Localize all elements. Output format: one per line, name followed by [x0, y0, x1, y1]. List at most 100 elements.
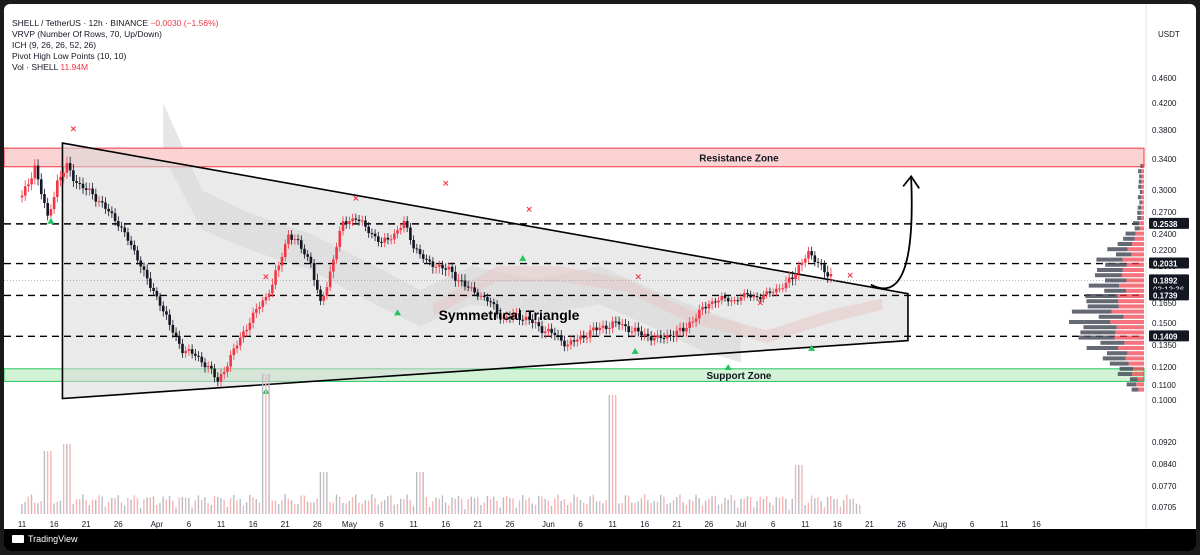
volume-bar: [528, 497, 530, 514]
candle-body: [505, 316, 509, 318]
volume-profile-bar: [1132, 242, 1144, 246]
candle-body: [444, 268, 448, 270]
volume-bar: [647, 500, 649, 514]
pivot-low-marker: [394, 309, 402, 316]
candle-body: [27, 184, 30, 187]
volume-bar: [538, 495, 540, 514]
candle-body: [540, 326, 544, 334]
candle: [367, 222, 370, 238]
resistance-zone-label: Resistance Zone: [699, 153, 779, 164]
candle: [97, 195, 101, 207]
candle: [290, 230, 293, 245]
x-tick: 6: [970, 520, 975, 529]
volume-bar: [769, 502, 771, 514]
candle: [152, 282, 155, 295]
candle: [559, 329, 563, 346]
volume-bar: [403, 499, 405, 514]
volume-profile-bar: [1071, 309, 1112, 314]
candle: [194, 348, 197, 361]
candle-body: [531, 319, 534, 323]
volume-bar: [496, 500, 498, 514]
candle-body: [149, 278, 152, 288]
candle: [280, 252, 284, 273]
candle: [264, 293, 268, 305]
volume-bar: [467, 499, 469, 514]
volume-bar: [464, 509, 466, 514]
candle-body: [765, 291, 769, 295]
volume-profile-bar: [1117, 294, 1144, 298]
volume-profile-bar: [1085, 294, 1118, 298]
candle-body: [52, 197, 56, 210]
candle: [120, 221, 123, 233]
candle: [226, 362, 229, 378]
candle-body: [723, 296, 727, 299]
price-label: 0.1892: [1153, 276, 1178, 285]
volume-bar: [265, 374, 267, 514]
candle-body: [476, 292, 480, 297]
volume-bar: [213, 495, 216, 514]
candle-body: [206, 365, 210, 368]
volume-profile-bar: [1141, 200, 1144, 205]
candle-body: [736, 300, 740, 302]
candle-body: [819, 263, 823, 265]
candle: [752, 292, 756, 302]
change-value: −0.0030 (−1.56%): [150, 18, 219, 28]
candle: [206, 361, 210, 373]
volume-bar: [592, 494, 594, 514]
volume-bar: [287, 498, 290, 514]
candle-body: [508, 316, 512, 318]
candle-body: [617, 321, 621, 325]
volume-bar: [422, 472, 424, 514]
volume-bar: [444, 502, 447, 514]
volume-bar: [245, 502, 248, 514]
volume-bar: [37, 503, 39, 514]
x-tick: 21: [865, 520, 874, 529]
volume-profile-bar: [1130, 377, 1138, 382]
candle-body: [502, 317, 505, 319]
volume-bar: [178, 497, 180, 514]
candle-body: [370, 233, 374, 235]
x-tick: 26: [704, 520, 713, 529]
x-tick: 11: [1000, 520, 1009, 529]
volume-profile-bar: [1137, 216, 1141, 220]
candle: [826, 265, 830, 283]
volume-bar: [66, 444, 68, 514]
x-tick: 21: [672, 520, 681, 529]
volume-bar: [46, 451, 49, 514]
volume-bar: [489, 498, 492, 514]
volume-profile-bar: [1137, 205, 1142, 210]
candle-body: [316, 279, 319, 290]
candle: [476, 288, 480, 301]
candle: [813, 251, 817, 267]
volume-bar: [229, 498, 232, 514]
candle: [335, 242, 338, 264]
candle: [649, 331, 653, 346]
x-tick: Jun: [542, 520, 555, 529]
candle-body: [646, 333, 650, 337]
candle: [608, 322, 611, 335]
candle: [216, 372, 220, 387]
pivot-low-marker: [47, 217, 55, 224]
candle-body: [698, 309, 701, 319]
pivot-high-marker: ×: [442, 179, 450, 189]
price-chart[interactable]: Resistance Zone Support Zone × × × × × × × × Symme…: [4, 4, 1196, 529]
volume-bar: [419, 472, 421, 514]
candle-body: [675, 330, 679, 337]
pivot-low-marker: [724, 364, 732, 370]
candle-body: [415, 248, 419, 250]
volume-bar: [399, 498, 402, 514]
volume-bar: [226, 507, 229, 514]
candle: [518, 308, 521, 326]
candle-body: [309, 256, 313, 264]
candle: [620, 319, 624, 330]
volume-bar: [541, 496, 543, 514]
volume-bar: [345, 503, 347, 514]
candle-body: [714, 301, 717, 303]
volume-bar: [290, 500, 293, 514]
price-tick: 0.1350: [1152, 341, 1177, 350]
volume-bar: [826, 497, 829, 514]
candle: [701, 301, 704, 316]
symbol-line: SHELL / TetherUS · 12h · BINANCE: [12, 18, 149, 28]
volume-bar: [737, 507, 739, 514]
candle-body: [364, 220, 367, 227]
